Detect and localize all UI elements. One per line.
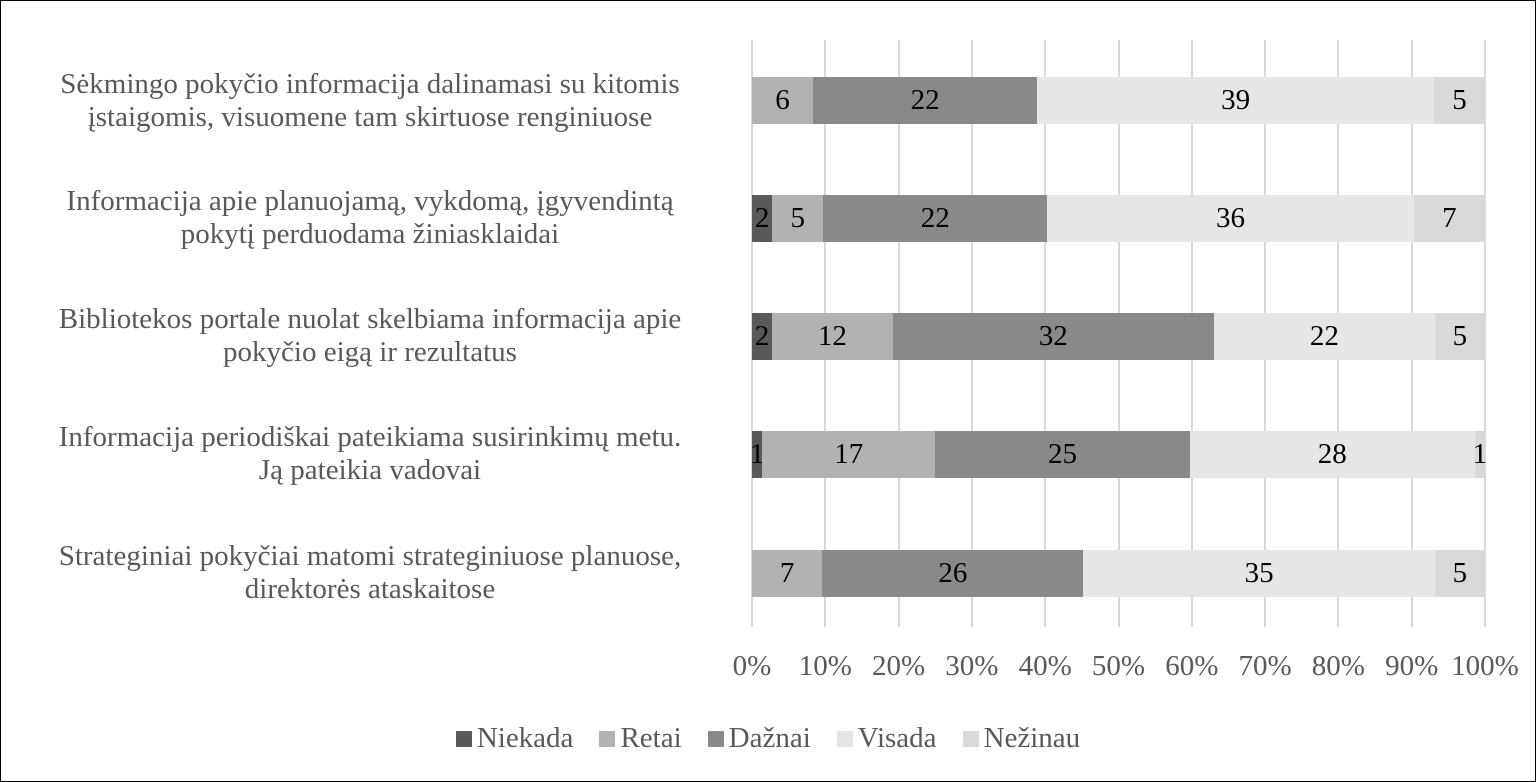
data-label: 7: [1442, 201, 1457, 234]
bar-segment-visada: 22: [1213, 312, 1435, 360]
data-label: 5: [1452, 83, 1467, 116]
data-label: 28: [1317, 437, 1347, 470]
legend-item-visada: Visada: [836, 722, 937, 755]
legend-item-dažnai: Dažnai: [707, 722, 811, 755]
legend-item-retai: Retai: [599, 722, 682, 755]
category-label-line: direktorės ataskaitose: [244, 573, 496, 605]
data-label: 22: [1309, 319, 1339, 352]
bar-segment-retai: 6: [752, 76, 814, 124]
legend-item-niekada: Niekada: [455, 722, 574, 755]
category-label-line: Informacija apie planuojamą, vykdomą, įg…: [66, 185, 674, 217]
axis-tick-label: 80%: [1311, 650, 1365, 682]
category-label-line: Sėkmingo pokyčio informacija dalinamasi …: [60, 68, 680, 100]
bar-segment-nežinau: 5: [1434, 549, 1485, 597]
legend-label: Retai: [620, 722, 682, 754]
data-label: 2: [754, 319, 770, 352]
legend-item-nežinau: Nežinau: [962, 722, 1081, 755]
data-label: 22: [910, 83, 940, 116]
data-label: 5: [1452, 319, 1468, 352]
legend-swatch-icon: [455, 730, 472, 747]
data-label: 12: [817, 319, 847, 352]
axis-tick-label: 30%: [945, 650, 999, 682]
legend-swatch-icon: [962, 730, 979, 747]
category-label-line: Bibliotekos portale nuolat skelbiama inf…: [58, 303, 682, 335]
data-label: 2: [754, 201, 770, 234]
axis-tick-label: 0%: [732, 650, 772, 682]
data-label: 1: [749, 437, 765, 470]
stacked-bar: 2 5 22 36 7: [752, 194, 1485, 242]
axis-tick-label: 50%: [1091, 650, 1146, 682]
data-label: 5: [1452, 556, 1468, 589]
bar-segment-dažnai: 22: [813, 76, 1038, 124]
category-label-line: pokyčio eigą ir rezultatus: [223, 336, 517, 368]
legend-swatch-icon: [599, 730, 616, 747]
data-label: 36: [1215, 201, 1245, 234]
category-label: Sėkmingo pokyčio informacija dalinamasi …: [0, 68, 740, 134]
stacked-bar: 1 17 25 28 1: [749, 430, 1488, 478]
category-label-line: Strateginiai pokyčiai matomi strateginiu…: [58, 540, 682, 572]
legend-label: Nežinau: [983, 722, 1081, 754]
category-label: Informacija periodiškai pateikiama susir…: [0, 421, 740, 487]
legend-label: Niekada: [476, 722, 574, 754]
legend: Niekada Retai Dažnai Visada Nežinau: [0, 722, 1536, 755]
data-label: 25: [1047, 437, 1077, 470]
bar-segment-retai: 5: [772, 194, 824, 242]
bar-segment-visada: 28: [1189, 430, 1475, 478]
bar-segment-niekada: 2: [752, 312, 773, 360]
legend-label: Visada: [857, 722, 937, 754]
bar-segment-retai: 7: [752, 549, 823, 597]
stacked-bar: 7 26 35 5: [752, 549, 1485, 597]
bar-segment-dažnai: 32: [892, 312, 1214, 360]
data-label: 6: [775, 83, 790, 116]
bar-segment-visada: 39: [1037, 76, 1435, 124]
stacked-bar: 6 22 39 5: [752, 76, 1485, 124]
axis-tick-label: 20%: [872, 650, 926, 682]
bar-segment-visada: 36: [1047, 194, 1414, 242]
category-label-line: Ją pateikia vadovai: [258, 454, 482, 486]
data-label: 22: [920, 201, 950, 234]
bar-segment-niekada: 2: [752, 194, 773, 242]
category-label: Bibliotekos portale nuolat skelbiama inf…: [0, 303, 740, 369]
legend-label: Dažnai: [728, 722, 811, 754]
axis-tick-label: 40%: [1018, 650, 1072, 682]
bar-segment-nežinau: 5: [1434, 76, 1485, 124]
stacked-bar: 2 12 32 22 5: [752, 312, 1485, 360]
axis-tick-label: 70%: [1238, 650, 1292, 682]
data-label: 39: [1221, 83, 1251, 116]
bar-segment-dažnai: 25: [935, 430, 1190, 478]
category-label: Strateginiai pokyčiai matomi strateginiu…: [0, 540, 740, 606]
bar-segment-dažnai: 26: [822, 549, 1084, 597]
bar-segment-nežinau: 1: [1472, 430, 1488, 478]
data-label: 35: [1244, 556, 1274, 589]
category-label-line: įstaigomis, visuomene tam skirtuose reng…: [87, 101, 653, 133]
data-label: 5: [790, 201, 806, 234]
bar-segment-nežinau: 5: [1434, 312, 1485, 360]
data-label: 17: [834, 437, 864, 470]
data-label: 1: [1472, 437, 1488, 470]
bar-segment-niekada: 1: [749, 430, 765, 478]
bar-segment-dažnai: 22: [823, 194, 1048, 242]
data-label: 7: [779, 556, 795, 589]
data-label: 26: [938, 556, 968, 589]
gridline: [1484, 40, 1486, 627]
category-label-line: Informacija periodiškai pateikiama susir…: [58, 421, 682, 453]
bar-segment-retai: 12: [772, 312, 893, 360]
axis-tick-label: 60%: [1165, 650, 1219, 682]
axis-tick-label: 90%: [1385, 650, 1439, 682]
bar-segment-nežinau: 7: [1413, 194, 1485, 242]
bar-segment-retai: 17: [762, 430, 936, 478]
legend-swatch-icon: [836, 730, 853, 747]
axis-tick-label: 10%: [798, 650, 852, 682]
plot-area: 6 22 39 5 2 5 22 36 7 2 12 32 22 5 1 17 25 28 1 7 26 35 5: [749, 40, 1488, 627]
axis-tick-label: 100%: [1451, 650, 1519, 682]
bar-segment-visada: 35: [1083, 549, 1435, 597]
category-label: Informacija apie planuojamą, vykdomą, įg…: [0, 185, 740, 251]
data-label: 32: [1038, 319, 1068, 352]
legend-swatch-icon: [707, 730, 724, 747]
category-label-line: pokytį perduodama žiniasklaidai: [180, 218, 560, 250]
